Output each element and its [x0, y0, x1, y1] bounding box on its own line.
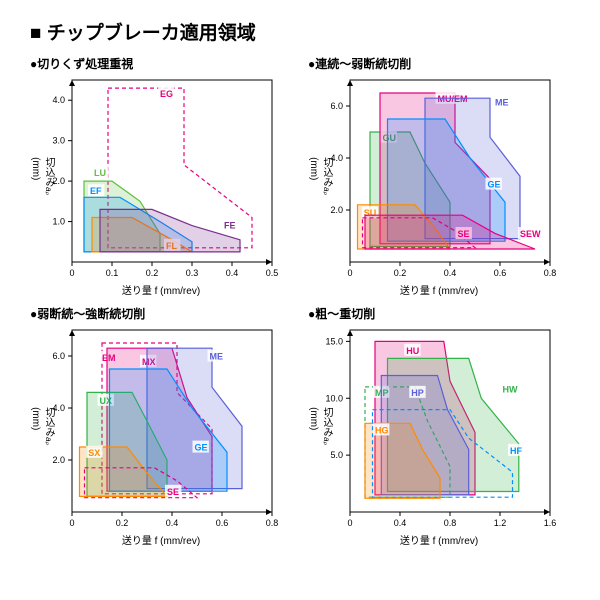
- svg-text:0.4: 0.4: [394, 518, 407, 528]
- xlabel-1: 送り量 f (mm/rev): [308, 282, 570, 297]
- svg-text:SEW: SEW: [520, 229, 541, 239]
- svg-text:6.0: 6.0: [330, 101, 343, 111]
- svg-text:ME: ME: [495, 98, 509, 108]
- svg-text:0.1: 0.1: [106, 268, 119, 278]
- ylabel-2: 切込みaₚ(mm): [30, 407, 56, 445]
- svg-text:0.8: 0.8: [266, 518, 279, 528]
- svg-text:5.0: 5.0: [330, 450, 343, 460]
- svg-text:FE: FE: [224, 221, 236, 231]
- chart-title-1: ●連続～弱断続切削: [308, 55, 570, 72]
- svg-text:SE: SE: [167, 487, 179, 497]
- svg-text:HU: HU: [406, 346, 419, 356]
- chart-cell-0: ●切りくず処理重視 切込みaₚ(mm) EGLUEFFLFE00.10.20.3…: [30, 55, 292, 297]
- svg-text:0.4: 0.4: [226, 268, 239, 278]
- svg-text:GE: GE: [488, 180, 501, 190]
- chart-title-3: ●粗～重切削: [308, 305, 570, 322]
- chart-title-2: ●弱断続～強断続切削: [30, 305, 292, 322]
- svg-text:0: 0: [69, 518, 74, 528]
- xlabel-3: 送り量 f (mm/rev): [308, 532, 570, 547]
- svg-text:15.0: 15.0: [325, 336, 343, 346]
- svg-text:HW: HW: [503, 384, 518, 394]
- svg-text:0.2: 0.2: [394, 268, 407, 278]
- svg-text:0.8: 0.8: [444, 518, 457, 528]
- svg-text:HF: HF: [510, 446, 522, 456]
- svg-text:0: 0: [347, 268, 352, 278]
- chart-svg-0: EGLUEFFLFE00.10.20.30.40.51.02.03.04.0: [30, 74, 280, 284]
- svg-text:0.6: 0.6: [216, 518, 229, 528]
- chart-cell-1: ●連続～弱断続切削 切込みaₚ(mm) GUMU/EMMEGESUSESEW00…: [308, 55, 570, 297]
- svg-text:6.0: 6.0: [52, 351, 65, 361]
- chart-svg-1: GUMU/EMMEGESUSESEW00.20.40.60.82.04.06.0: [308, 74, 558, 284]
- svg-text:0.5: 0.5: [266, 268, 279, 278]
- charts-grid: ●切りくず処理重視 切込みaₚ(mm) EGLUEFFLFE00.10.20.3…: [30, 55, 570, 547]
- svg-text:2.0: 2.0: [330, 205, 343, 215]
- svg-text:0.3: 0.3: [186, 268, 199, 278]
- svg-text:10.0: 10.0: [325, 393, 343, 403]
- svg-text:0.2: 0.2: [116, 518, 129, 528]
- svg-text:EG: EG: [160, 89, 173, 99]
- svg-text:1.2: 1.2: [494, 518, 507, 528]
- xlabel-0: 送り量 f (mm/rev): [30, 282, 292, 297]
- main-title: ■ チップブレーカ適用領域: [30, 18, 570, 45]
- svg-text:0: 0: [347, 518, 352, 528]
- ylabel-0: 切込みaₚ(mm): [30, 157, 56, 195]
- svg-text:GE: GE: [195, 443, 208, 453]
- svg-text:LU: LU: [94, 168, 106, 178]
- ylabel-1: 切込みaₚ(mm): [308, 157, 334, 195]
- svg-text:2.0: 2.0: [52, 455, 65, 465]
- chart-cell-2: ●弱断続～強断続切削 切込みaₚ(mm) EMMXMEUXGESXSE00.20…: [30, 305, 292, 547]
- svg-text:0.4: 0.4: [444, 268, 457, 278]
- chart-svg-3: HUHWMPHPHGHF00.40.81.21.65.010.015.0: [308, 324, 558, 534]
- xlabel-2: 送り量 f (mm/rev): [30, 532, 292, 547]
- svg-text:0: 0: [69, 268, 74, 278]
- chart-cell-3: ●粗～重切削 切込みaₚ(mm) HUHWMPHPHGHF00.40.81.21…: [308, 305, 570, 547]
- svg-text:SX: SX: [88, 448, 100, 458]
- svg-text:HP: HP: [411, 388, 424, 398]
- svg-text:1.0: 1.0: [52, 217, 65, 227]
- chart-title-0: ●切りくず処理重視: [30, 55, 292, 72]
- svg-text:0.4: 0.4: [166, 518, 179, 528]
- svg-text:EF: EF: [90, 186, 102, 196]
- chart-svg-2: EMMXMEUXGESXSE00.20.40.60.82.04.06.0: [30, 324, 280, 534]
- ylabel-3: 切込みaₚ(mm): [308, 407, 334, 445]
- svg-text:0.6: 0.6: [494, 268, 507, 278]
- svg-text:3.0: 3.0: [52, 136, 65, 146]
- svg-text:0.8: 0.8: [544, 268, 557, 278]
- svg-text:0.2: 0.2: [146, 268, 159, 278]
- svg-text:4.0: 4.0: [52, 95, 65, 105]
- svg-text:1.6: 1.6: [544, 518, 557, 528]
- svg-text:ME: ME: [210, 352, 224, 362]
